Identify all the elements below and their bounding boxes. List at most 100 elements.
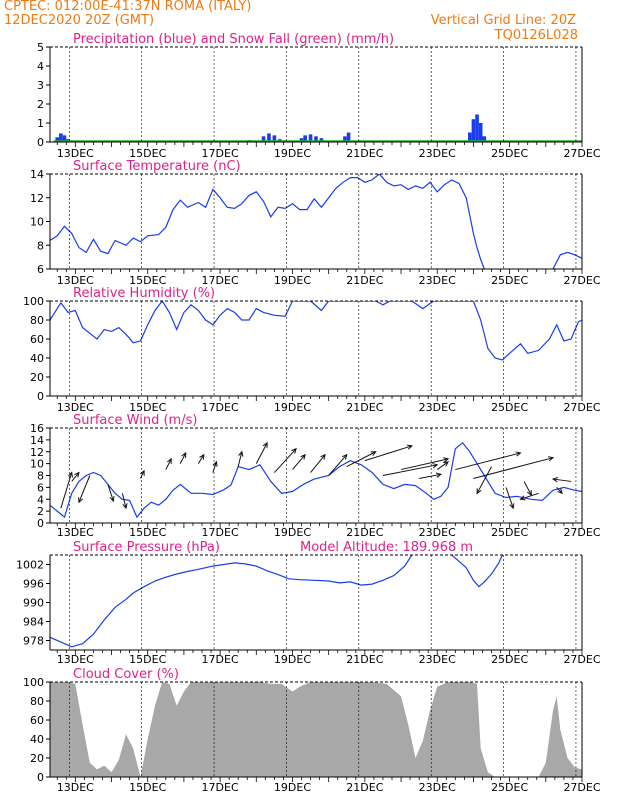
- panel-data: [50, 441, 582, 519]
- y-tick-label: 4: [37, 493, 44, 506]
- wind-arrow-head: [291, 447, 297, 454]
- precip-bar: [62, 135, 67, 142]
- wind-arrow: [419, 473, 441, 479]
- chart-title: Surface Wind (m/s): [73, 413, 197, 428]
- chart-title: Cloud Cover (%): [73, 667, 179, 682]
- x-tick-label: 15DEC: [129, 147, 166, 160]
- series-line: [552, 251, 582, 269]
- x-tick-label: 15DEC: [129, 781, 166, 794]
- wind-arrow-head: [432, 463, 439, 469]
- wind-arrow: [455, 452, 521, 471]
- wind-arrow-head: [476, 488, 482, 495]
- y-tick-label: 0: [37, 517, 44, 530]
- wind-arrow: [346, 451, 376, 468]
- x-tick-label: 27DEC: [563, 274, 600, 287]
- precip-bar: [471, 119, 476, 142]
- x-tick-label: 27DEC: [563, 653, 600, 666]
- wind-arrow: [197, 454, 205, 464]
- panel-1: 0 1 2 3 4 5 13DEC 15DEC 17DEC 19DEC 21DEC 23DEC 25DE…: [37, 32, 601, 160]
- y-tick-label: 2: [37, 98, 44, 111]
- wind-arrow: [78, 475, 91, 503]
- wind-arrow-head: [300, 453, 306, 460]
- wind-arrow-head: [515, 451, 522, 457]
- series-line: [50, 301, 582, 361]
- wind-arrow: [400, 458, 449, 471]
- precip-bar: [272, 135, 277, 142]
- series-line: [50, 555, 413, 648]
- wind-arrow-head: [238, 450, 244, 457]
- panel-data: [53, 114, 582, 142]
- precip-bar: [314, 136, 318, 142]
- wind-arrow-head: [181, 451, 187, 458]
- wind-arrow-head: [435, 472, 442, 478]
- series-line: [50, 441, 582, 519]
- wind-arrow-head: [527, 490, 532, 497]
- wind-arrow: [552, 478, 572, 482]
- wind-arrow: [179, 452, 187, 464]
- chart-title: Relative Humidity (%): [73, 286, 215, 301]
- wind-arrow-head: [370, 451, 377, 457]
- wind-arrow: [237, 451, 243, 467]
- panel-data: [50, 682, 582, 777]
- y-tick-label: 14: [30, 168, 44, 181]
- header-datetime: 12DEC2020 20Z (GMT): [4, 13, 155, 28]
- wind-arrow-head: [122, 503, 128, 510]
- y-tick-label: 12: [30, 192, 44, 205]
- wind-arrow: [107, 484, 114, 502]
- y-tick-label: 12: [30, 446, 44, 459]
- y-tick-label: 990: [23, 597, 44, 610]
- header-grid-note: Vertical Grid Line: 20Z: [430, 13, 576, 28]
- y-tick-label: 60: [30, 333, 44, 346]
- panel-2: 6 8 10 12 14 13DEC 15DEC 17DEC 19DEC 21DEC 23DEC 25…: [30, 159, 601, 287]
- y-tick-label: 100: [23, 676, 44, 689]
- x-tick-label: 25DEC: [491, 147, 528, 160]
- wind-arrow-head: [557, 488, 563, 495]
- wind-arrow-head: [199, 453, 205, 460]
- wind-arrow-head: [341, 453, 348, 460]
- precip-bar: [299, 138, 304, 142]
- panel-data: [50, 555, 503, 648]
- precip-bar: [55, 137, 60, 142]
- y-tick-label: 2: [37, 505, 44, 518]
- y-tick-label: 4: [37, 60, 44, 73]
- wind-arrow: [165, 458, 172, 470]
- y-tick-label: 0: [37, 771, 44, 784]
- x-tick-label: 19DEC: [274, 274, 311, 287]
- wind-arrow: [140, 470, 145, 479]
- x-tick-label: 25DEC: [491, 274, 528, 287]
- panel-data: [50, 174, 582, 269]
- precip-bar: [468, 132, 472, 142]
- x-tick-label: 23DEC: [419, 526, 456, 539]
- y-tick-label: 100: [23, 295, 44, 308]
- x-tick-label: 23DEC: [419, 781, 456, 794]
- chart-subtitle: Model Altitude: 189.968 m: [300, 540, 473, 555]
- x-tick-label: 25DEC: [491, 526, 528, 539]
- series-line: [451, 555, 503, 588]
- wind-arrow: [520, 492, 539, 500]
- wind-arrow-head: [509, 503, 515, 510]
- series-line: [50, 174, 485, 269]
- y-tick-label: 6: [37, 263, 44, 276]
- x-tick-label: 21DEC: [346, 274, 383, 287]
- y-tick-label: 8: [37, 470, 44, 483]
- x-tick-label: 25DEC: [491, 653, 528, 666]
- panel-data: [50, 301, 582, 361]
- x-tick-label: 21DEC: [346, 401, 383, 414]
- wind-arrow: [364, 445, 413, 462]
- wind-arrow-head: [443, 457, 450, 463]
- wind-arrow: [436, 461, 449, 470]
- wind-arrow-head: [74, 471, 80, 478]
- wind-arrow: [121, 493, 127, 509]
- precip-bar: [319, 138, 324, 142]
- x-tick-label: 13DEC: [57, 781, 94, 794]
- precip-bar: [308, 134, 313, 142]
- x-tick-label: 21DEC: [346, 147, 383, 160]
- x-tick-label: 25DEC: [491, 781, 528, 794]
- y-tick-label: 984: [23, 616, 44, 629]
- header-code: TQ0126L028: [494, 28, 578, 43]
- precip-bar: [59, 133, 63, 142]
- wind-arrow-head: [519, 495, 526, 501]
- chart-title: Surface Temperature (nC): [73, 159, 241, 174]
- y-tick-label: 10: [30, 216, 44, 229]
- y-tick-label: 10: [30, 458, 44, 471]
